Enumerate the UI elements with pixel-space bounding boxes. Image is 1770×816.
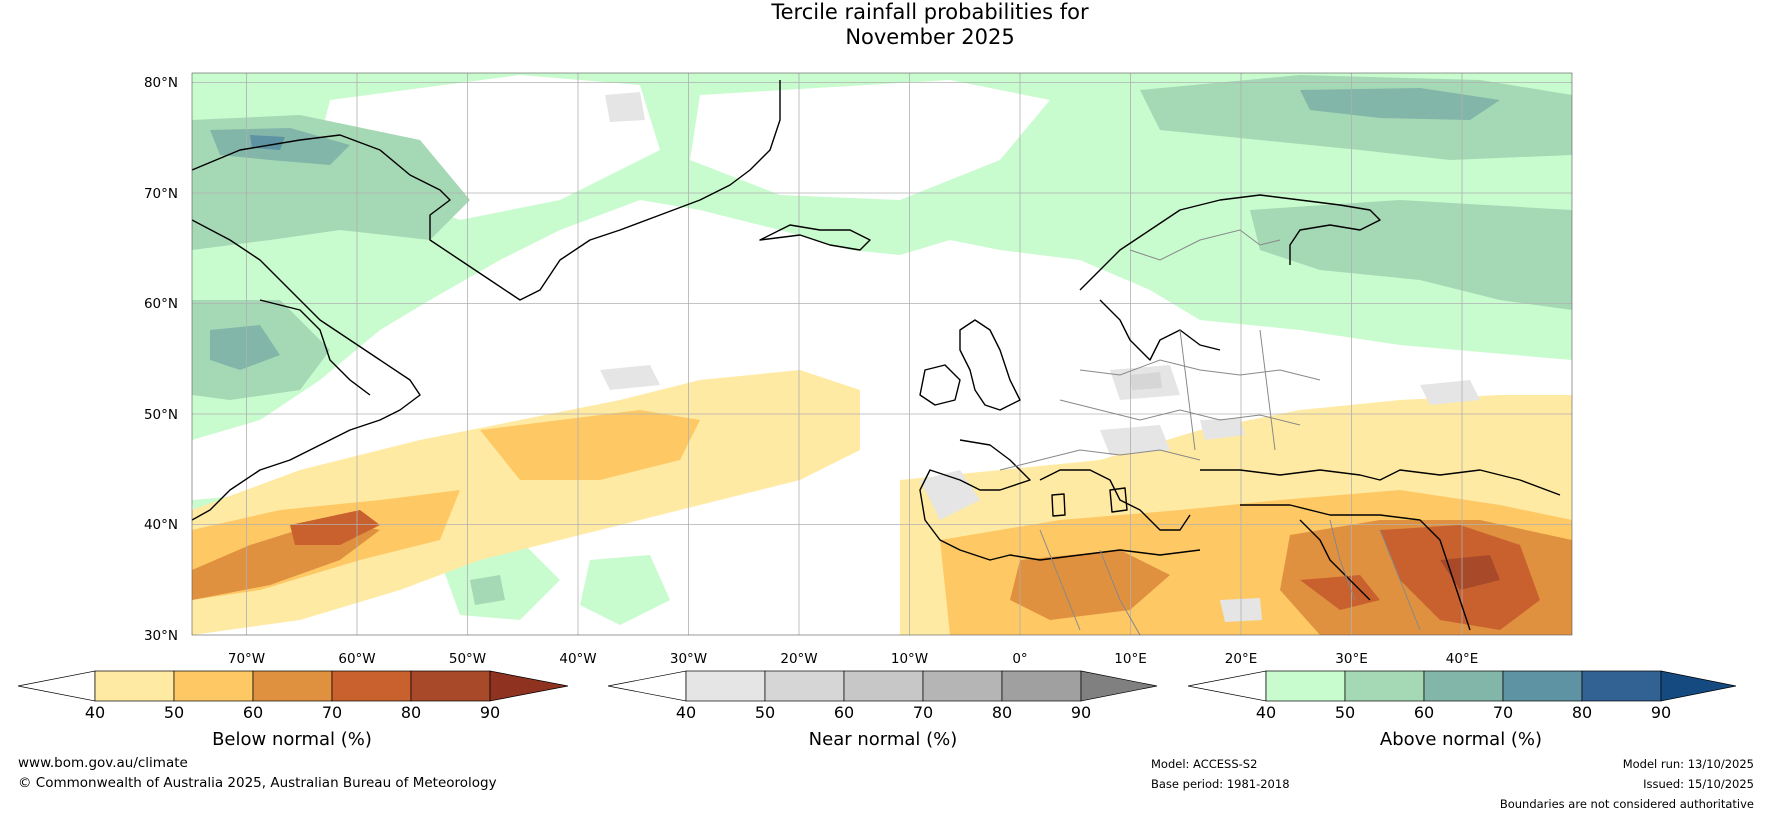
colorbar-below-normal-tick: 50 [164, 703, 184, 722]
colorbar-above-normal-swatch [1423, 670, 1504, 702]
colorbar-near-normal-swatch [1001, 670, 1082, 702]
colorbar-above-normal-tick: 40 [1256, 703, 1276, 722]
chart-title: Tercile rainfall probabilities for Novem… [0, 0, 1770, 50]
colorbar-above-normal-title: Above normal (%) [1380, 729, 1542, 750]
colorbar-below-normal-swatch [410, 670, 491, 702]
model-name: Model: ACCESS-S2 [1151, 757, 1258, 771]
colorbar-below-normal-swatch [252, 670, 333, 702]
model-run-date: Model run: 13/10/2025 [1622, 757, 1754, 771]
map-panel [192, 73, 1572, 635]
colorbar-near-normal: 40 50 60 70 80 90 Near normal (%) [607, 670, 1158, 750]
colorbar-below-normal-left-extension [17, 670, 96, 702]
colorbar-below-normal-tick: 90 [480, 703, 500, 722]
lon-label-20w: 20°W [780, 651, 817, 667]
lon-label-40w: 40°W [559, 651, 596, 667]
lon-label-40e: 40°E [1446, 651, 1478, 667]
colorbar-above-normal-tick: 90 [1651, 703, 1671, 722]
country-borders [999, 229, 1421, 635]
lat-label-70n: 70°N [144, 186, 178, 202]
colorbar-below-normal-tick: 80 [401, 703, 421, 722]
colorbar-below-normal-tick: 60 [243, 703, 263, 722]
colorbar-below-normal: 40 50 60 70 80 90 Below normal (%) [17, 670, 569, 750]
colorbar-near-normal-tick: 40 [676, 703, 696, 722]
lat-label-30n: 30°N [144, 628, 178, 644]
colorbar-near-normal-tick: 70 [913, 703, 933, 722]
copyright-text: © Commonwealth of Australia 2025, Austra… [18, 775, 497, 791]
colorbar-above-normal-left-extension [1187, 670, 1267, 702]
lon-label-20e: 20°E [1225, 651, 1257, 667]
base-period: Base period: 1981-2018 [1151, 777, 1290, 791]
colorbar-near-normal-left-extension [607, 670, 687, 702]
title-line-1: Tercile rainfall probabilities for [771, 0, 1089, 24]
coastlines [192, 80, 1561, 631]
colorbar-below-normal-right-extension [489, 670, 569, 702]
colorbar-above-normal-tick: 60 [1414, 703, 1434, 722]
graticule [192, 73, 1572, 635]
colorbar-above-normal-swatch [1502, 670, 1583, 702]
lon-label-30w: 30°W [670, 651, 707, 667]
colorbar-near-normal-swatch [843, 670, 924, 702]
above-normal-shading [192, 73, 1572, 625]
lon-label-0: 0° [1012, 651, 1027, 667]
colorbar-above-normal-right-extension [1660, 670, 1737, 702]
near-normal-shading [600, 92, 1480, 622]
colorbar-above-normal: 40 50 60 70 80 90 Above normal (%) [1187, 670, 1737, 750]
lon-label-10w: 10°W [891, 651, 928, 667]
colorbar-near-normal-tick: 80 [992, 703, 1012, 722]
latitude-labels: 80°N 70°N 60°N 50°N 40°N 30°N [144, 75, 178, 644]
colorbar-below-normal-swatch [94, 670, 175, 702]
colorbar-near-normal-tick: 60 [834, 703, 854, 722]
lon-label-30e: 30°E [1335, 651, 1367, 667]
lat-label-80n: 80°N [144, 75, 178, 91]
colorbar-below-normal-tick: 70 [322, 703, 342, 722]
lon-label-10e: 10°E [1114, 651, 1146, 667]
colorbar-above-normal-swatch [1265, 670, 1346, 702]
lat-label-50n: 50°N [144, 407, 178, 423]
lon-label-70w: 70°W [228, 651, 265, 667]
colorbar-above-normal-swatch [1344, 670, 1425, 702]
colorbar-above-normal-tick: 70 [1493, 703, 1513, 722]
colorbar-below-normal-title: Below normal (%) [212, 729, 372, 750]
colorbar-above-normal-swatch [1581, 670, 1662, 702]
below-normal-shading [192, 370, 1572, 635]
lon-label-60w: 60°W [338, 651, 375, 667]
colorbar-near-normal-title: Near normal (%) [809, 729, 958, 750]
colorbar-above-normal-tick: 80 [1572, 703, 1592, 722]
lat-label-40n: 40°N [144, 517, 178, 533]
website-link[interactable]: www.bom.gov.au/climate [18, 755, 188, 771]
title-line-2: November 2025 [845, 25, 1015, 49]
colorbar-near-normal-tick: 90 [1071, 703, 1091, 722]
lon-label-50w: 50°W [449, 651, 486, 667]
lat-label-60n: 60°N [144, 296, 178, 312]
colorbar-below-normal-swatch [331, 670, 412, 702]
issued-date: Issued: 15/10/2025 [1643, 777, 1754, 791]
colorbar-below-normal-tick: 40 [85, 703, 105, 722]
colorbar-below-normal-swatch [173, 670, 254, 702]
boundaries-disclaimer: Boundaries are not considered authoritat… [1499, 797, 1754, 811]
colorbar-near-normal-tick: 50 [755, 703, 775, 722]
colorbar-near-normal-swatch [685, 670, 766, 702]
colorbar-near-normal-swatch [922, 670, 1003, 702]
colorbar-above-normal-tick: 50 [1335, 703, 1355, 722]
map-frame [191, 72, 1573, 636]
longitude-labels: 70°W 60°W 50°W 40°W 30°W 20°W 10°W 0° 10… [228, 651, 1478, 667]
colorbar-near-normal-swatch [764, 670, 845, 702]
colorbar-near-normal-right-extension [1080, 670, 1158, 702]
